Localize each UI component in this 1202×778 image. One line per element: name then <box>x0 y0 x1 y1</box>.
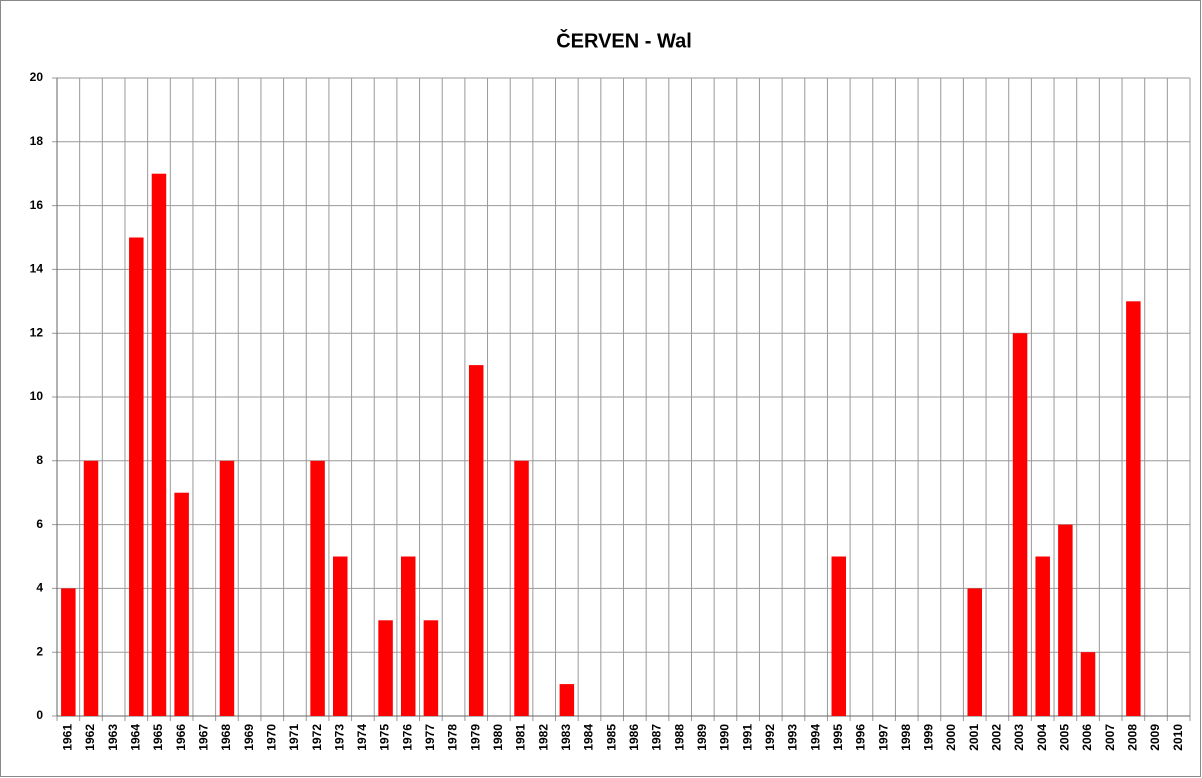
x-tick-label: 1983 <box>559 724 573 751</box>
bar <box>423 620 439 716</box>
x-tick-label: 1966 <box>174 724 188 751</box>
x-tick-label: 1962 <box>83 724 97 751</box>
y-tick-label: 8 <box>36 453 43 467</box>
x-tick-label: 1969 <box>242 724 256 751</box>
x-tick-label: 1990 <box>718 724 732 751</box>
bar <box>61 588 76 716</box>
bar <box>514 460 529 716</box>
bar <box>378 620 393 716</box>
x-tick-label: 1970 <box>264 724 278 751</box>
bar <box>332 556 348 716</box>
x-tick-label: 1989 <box>695 724 709 751</box>
x-tick-label: 1999 <box>922 724 936 751</box>
x-tick-label: 1963 <box>106 724 120 751</box>
bar <box>1012 333 1028 716</box>
x-tick-label: 1997 <box>876 724 890 751</box>
x-tick-label: 2003 <box>1012 724 1026 751</box>
y-tick-label: 18 <box>30 134 44 148</box>
bar <box>559 684 575 716</box>
bar <box>967 588 982 716</box>
bar <box>468 365 484 716</box>
x-tick-label: 2009 <box>1148 724 1162 751</box>
x-tick-label: 1981 <box>514 724 528 751</box>
x-tick-label: 1984 <box>582 724 596 751</box>
x-tick-label: 1961 <box>61 724 75 751</box>
x-tick-label: 1973 <box>332 724 346 751</box>
x-tick-label: 1998 <box>899 724 913 751</box>
bar <box>83 460 99 716</box>
x-tick-label: 2002 <box>990 724 1004 751</box>
x-tick-label: 1974 <box>355 724 369 751</box>
x-tick-label: 1996 <box>854 724 868 751</box>
x-tick-label: 1993 <box>786 724 800 751</box>
bar <box>174 492 189 716</box>
x-tick-label: 1977 <box>423 724 437 751</box>
x-tick-label: 1986 <box>627 724 641 751</box>
chart-title: ČERVEN - Wal <box>556 28 692 52</box>
x-tick-label: 2006 <box>1080 724 1094 751</box>
bar <box>1035 556 1050 716</box>
x-tick-label: 1978 <box>446 724 460 751</box>
bar <box>310 460 325 716</box>
x-tick-label: 1976 <box>400 724 414 751</box>
y-tick-label: 2 <box>36 644 43 658</box>
y-tick-label: 20 <box>30 70 44 84</box>
bar <box>129 237 144 716</box>
y-tick-label: 16 <box>30 198 44 212</box>
x-tick-label: 1992 <box>763 724 777 751</box>
y-tick-label: 12 <box>30 325 44 339</box>
x-tick-label: 1979 <box>468 724 482 751</box>
bar <box>151 173 167 716</box>
x-tick-label: 2005 <box>1058 724 1072 751</box>
x-tick-label: 1985 <box>604 724 618 751</box>
x-tick-label: 2010 <box>1171 724 1185 751</box>
x-tick-label: 1965 <box>151 724 165 751</box>
y-tick-label: 6 <box>36 517 43 531</box>
y-tick-label: 14 <box>30 262 44 276</box>
bar <box>1058 524 1073 716</box>
x-tick-label: 2001 <box>967 724 981 751</box>
x-tick-label: 1968 <box>219 724 233 751</box>
x-tick-label: 1995 <box>831 724 845 751</box>
x-tick-label: 2004 <box>1035 724 1049 751</box>
x-tick-label: 2000 <box>944 724 958 751</box>
x-tick-label: 1967 <box>196 724 210 751</box>
bar <box>1080 652 1096 716</box>
x-tick-label: 1972 <box>310 724 324 751</box>
x-tick-label: 1988 <box>672 724 686 751</box>
y-tick-label: 10 <box>30 389 44 403</box>
x-tick-label: 1975 <box>378 724 392 751</box>
bar <box>219 460 235 716</box>
bar <box>1126 301 1141 716</box>
x-tick-label: 1971 <box>287 724 301 751</box>
x-tick-label: 1994 <box>808 724 822 751</box>
x-tick-label: 1982 <box>536 724 550 751</box>
x-tick-label: 1987 <box>650 724 664 751</box>
y-tick-label: 4 <box>36 581 43 595</box>
x-tick-label: 1991 <box>740 724 754 751</box>
bar <box>400 556 416 716</box>
x-tick-label: 2008 <box>1126 724 1140 751</box>
x-tick-label: 1980 <box>491 724 505 751</box>
x-tick-label: 2007 <box>1103 724 1117 751</box>
x-tick-label: 1964 <box>128 724 142 751</box>
bar <box>831 556 847 716</box>
y-tick-label: 0 <box>36 708 43 722</box>
